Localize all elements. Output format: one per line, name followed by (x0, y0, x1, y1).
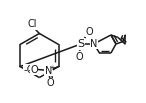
Text: S: S (77, 39, 84, 49)
Text: O: O (86, 27, 93, 37)
Text: -O: -O (24, 65, 35, 75)
Text: N: N (90, 39, 97, 49)
Text: N: N (45, 66, 52, 75)
Text: O: O (76, 52, 83, 61)
Text: +: + (49, 65, 55, 71)
Text: −: − (27, 65, 34, 74)
Text: Cl: Cl (27, 19, 37, 29)
Text: O: O (46, 78, 54, 88)
Text: O: O (30, 65, 38, 75)
